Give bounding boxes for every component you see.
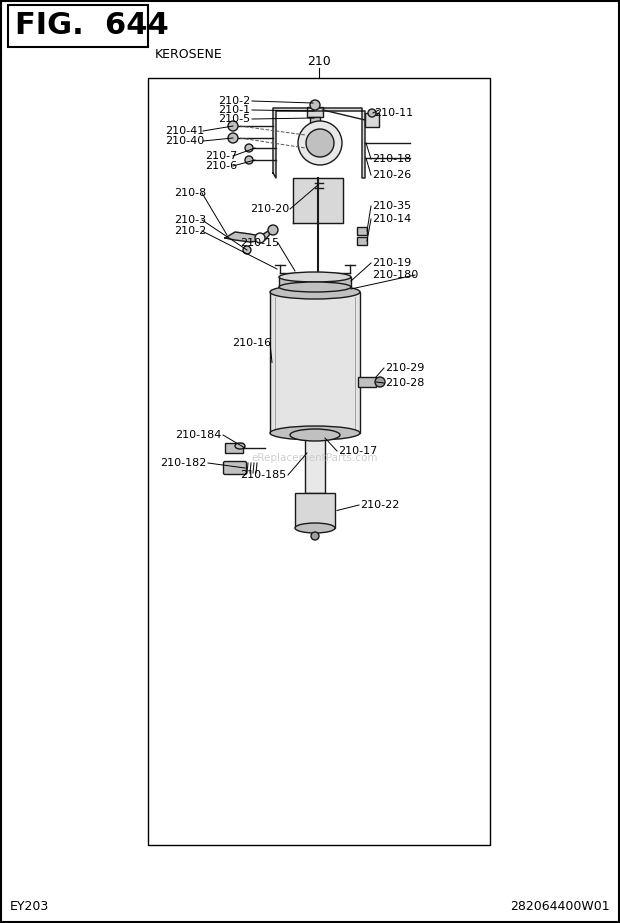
Text: EY203: EY203 xyxy=(10,900,49,913)
Bar xyxy=(279,277,351,287)
Text: 210-182: 210-182 xyxy=(160,458,206,468)
Text: 210: 210 xyxy=(307,55,331,68)
Text: 282064400W01: 282064400W01 xyxy=(510,900,610,913)
Bar xyxy=(358,377,376,387)
Polygon shape xyxy=(273,108,365,178)
Ellipse shape xyxy=(270,285,360,299)
Circle shape xyxy=(368,109,376,117)
Text: 210-17: 210-17 xyxy=(338,446,377,456)
Bar xyxy=(365,113,379,127)
Bar xyxy=(310,117,320,123)
Text: 210-185: 210-185 xyxy=(240,470,286,480)
Polygon shape xyxy=(225,228,275,242)
Bar xyxy=(305,438,325,493)
Text: 210-22: 210-22 xyxy=(360,500,399,510)
Text: 210-6: 210-6 xyxy=(205,161,237,171)
Text: 210-19: 210-19 xyxy=(372,258,411,268)
Ellipse shape xyxy=(279,282,351,292)
Text: 210-3: 210-3 xyxy=(174,215,206,225)
Bar xyxy=(295,493,335,528)
Ellipse shape xyxy=(279,272,351,282)
Polygon shape xyxy=(293,178,343,223)
Text: 210-18: 210-18 xyxy=(372,154,411,164)
Ellipse shape xyxy=(290,429,340,441)
Text: 210-2: 210-2 xyxy=(174,226,206,236)
Bar xyxy=(225,443,243,453)
FancyBboxPatch shape xyxy=(223,462,247,474)
Circle shape xyxy=(245,144,253,152)
Text: 210-16: 210-16 xyxy=(232,338,271,348)
Circle shape xyxy=(245,156,253,164)
Circle shape xyxy=(228,121,238,131)
Text: 210-180: 210-180 xyxy=(372,270,419,280)
Text: 210-14: 210-14 xyxy=(372,214,411,224)
Text: 210-40: 210-40 xyxy=(165,136,204,146)
Ellipse shape xyxy=(235,443,245,449)
Circle shape xyxy=(310,100,320,110)
Bar xyxy=(357,227,367,235)
Circle shape xyxy=(228,133,238,143)
Text: FIG.  644: FIG. 644 xyxy=(15,11,169,41)
Text: 210-11: 210-11 xyxy=(374,108,413,118)
Text: KEROSENE: KEROSENE xyxy=(155,49,223,62)
Ellipse shape xyxy=(270,426,360,440)
Bar xyxy=(357,237,367,245)
Bar xyxy=(307,107,323,117)
Text: eReplacementParts.com: eReplacementParts.com xyxy=(252,453,378,463)
Text: 210-28: 210-28 xyxy=(385,378,424,388)
Text: 210-41: 210-41 xyxy=(165,126,204,136)
Circle shape xyxy=(255,233,265,243)
Text: 210-20: 210-20 xyxy=(250,204,290,214)
Text: 210-8: 210-8 xyxy=(174,188,206,198)
Bar xyxy=(8,5,148,47)
Circle shape xyxy=(298,121,342,165)
Text: 210-2: 210-2 xyxy=(218,96,250,106)
Text: 210-29: 210-29 xyxy=(385,363,424,373)
Ellipse shape xyxy=(295,523,335,533)
Text: 210-184: 210-184 xyxy=(175,430,221,440)
Text: 210-5: 210-5 xyxy=(218,114,250,124)
Text: 210-15: 210-15 xyxy=(240,238,279,248)
Bar xyxy=(148,78,490,845)
Circle shape xyxy=(375,377,385,387)
Text: 210-26: 210-26 xyxy=(372,170,411,180)
Bar xyxy=(270,292,360,433)
Circle shape xyxy=(311,532,319,540)
Circle shape xyxy=(243,246,251,254)
Text: 210-1: 210-1 xyxy=(218,105,250,115)
Text: 210-7: 210-7 xyxy=(205,151,237,161)
Circle shape xyxy=(268,225,278,235)
Text: 210-35: 210-35 xyxy=(372,201,411,211)
Circle shape xyxy=(306,129,334,157)
